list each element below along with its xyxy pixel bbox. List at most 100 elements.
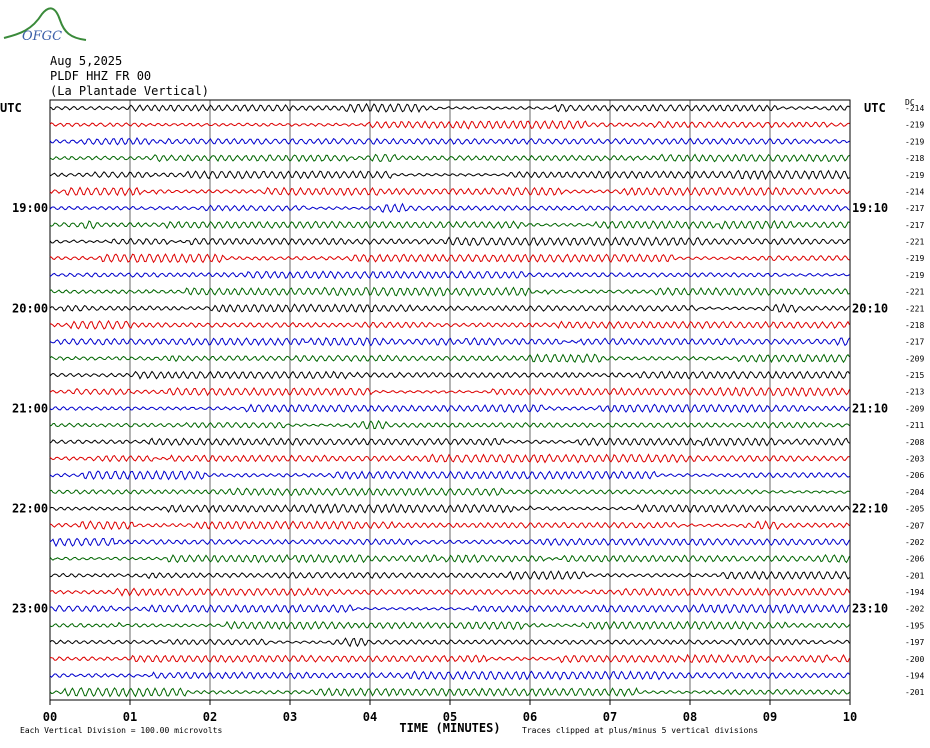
scale-note: Each Vertical Division = 100.00 microvol…: [20, 726, 222, 735]
dc-value: -201: [905, 571, 924, 580]
trace: [49, 469, 850, 481]
trace: [49, 570, 850, 581]
trace: [49, 270, 850, 280]
trace: [49, 119, 850, 130]
trace: [49, 370, 850, 380]
trace: [49, 637, 850, 648]
trace: [49, 520, 850, 531]
x-tick-label: 00: [43, 710, 57, 724]
trace: [49, 219, 850, 230]
dc-value: -219: [905, 254, 924, 263]
trace: [49, 303, 850, 314]
trace: [49, 353, 850, 364]
x-tick-label: 01: [123, 710, 137, 724]
left-time-label: 21:00: [12, 401, 48, 415]
dc-value: -205: [905, 505, 924, 514]
trace: [49, 453, 850, 464]
trace: [49, 386, 850, 398]
dc-value: -197: [905, 638, 924, 647]
trace: [49, 137, 850, 146]
dc-value: -219: [905, 271, 924, 280]
logo-text: OFGC: [22, 29, 62, 44]
trace: [49, 419, 850, 430]
x-tick-label: 08: [683, 710, 697, 724]
trace: [49, 686, 850, 698]
dc-value: -201: [905, 688, 924, 697]
trace: [49, 670, 850, 681]
dc-value: -219: [905, 171, 924, 180]
x-tick-label: 06: [523, 710, 537, 724]
dc-value: -207: [905, 521, 924, 530]
trace: [49, 153, 850, 163]
clip-note: Traces clipped at plus/minus 5 vertical …: [522, 726, 758, 735]
x-tick-label: 10: [843, 710, 857, 724]
date: Aug 5,2025: [50, 54, 122, 68]
x-tick-label: 03: [283, 710, 297, 724]
trace: [49, 437, 850, 447]
dc-value: -218: [905, 321, 924, 330]
dc-value: -213: [905, 388, 924, 397]
location: (La Plantade Vertical): [50, 84, 209, 98]
trace: [49, 337, 850, 347]
x-tick-label: 09: [763, 710, 777, 724]
trace: [49, 202, 850, 214]
trace: [49, 587, 850, 597]
dc-value: -209: [905, 354, 924, 363]
dc-value: -202: [905, 605, 924, 614]
dc-value: -206: [905, 471, 924, 480]
station: PLDF HHZ FR 00: [50, 69, 151, 83]
dc-value: -219: [905, 137, 924, 146]
trace: [49, 537, 850, 548]
dc-value: -221: [905, 304, 924, 313]
trace: [49, 236, 850, 247]
trace: [49, 553, 850, 564]
dc-value: -218: [905, 154, 924, 163]
dc-value: -208: [905, 438, 924, 447]
dc-value: -209: [905, 404, 924, 413]
dc-value: -194: [905, 671, 924, 680]
dc-value: -221: [905, 288, 924, 297]
dc-header: DC: [905, 98, 915, 107]
right-time-label: 22:10: [852, 502, 888, 516]
dc-value: -194: [905, 588, 924, 597]
trace: [49, 186, 850, 197]
trace: [49, 487, 850, 497]
trace: [49, 286, 850, 297]
trace: [49, 503, 850, 514]
dc-value: -206: [905, 555, 924, 564]
right-time-label: 19:10: [852, 201, 888, 215]
dc-value: -219: [905, 121, 924, 130]
right-time-label: 20:10: [852, 301, 888, 315]
trace: [49, 253, 850, 264]
dc-value: -204: [905, 488, 924, 497]
trace: [49, 403, 850, 414]
dc-value: -221: [905, 238, 924, 247]
x-tick-label: 07: [603, 710, 617, 724]
trace: [49, 653, 850, 664]
x-label: TIME (MINUTES): [399, 721, 500, 735]
right-time-label: UTC: [864, 101, 886, 115]
dc-value: -217: [905, 338, 924, 347]
trace: [49, 102, 850, 114]
dc-value: -202: [905, 538, 924, 547]
left-time-label: 19:00: [12, 201, 48, 215]
dc-value: -217: [905, 204, 924, 213]
x-tick-label: 04: [363, 710, 377, 724]
x-tick-label: 02: [203, 710, 217, 724]
trace: [49, 319, 850, 330]
x-tick-label: 05: [443, 710, 457, 724]
dc-value: -211: [905, 421, 924, 430]
dc-value: -200: [905, 655, 924, 664]
dc-value: -214: [905, 187, 924, 196]
dc-value: -215: [905, 371, 924, 380]
left-time-label: UTC: [0, 101, 22, 115]
trace: [49, 169, 850, 181]
trace: [49, 603, 850, 614]
right-time-label: 21:10: [852, 401, 888, 415]
dc-value: -195: [905, 621, 924, 630]
left-time-label: 22:00: [12, 502, 48, 516]
trace: [49, 620, 850, 631]
logo-curve: [3, 7, 87, 41]
dc-value: -217: [905, 221, 924, 230]
